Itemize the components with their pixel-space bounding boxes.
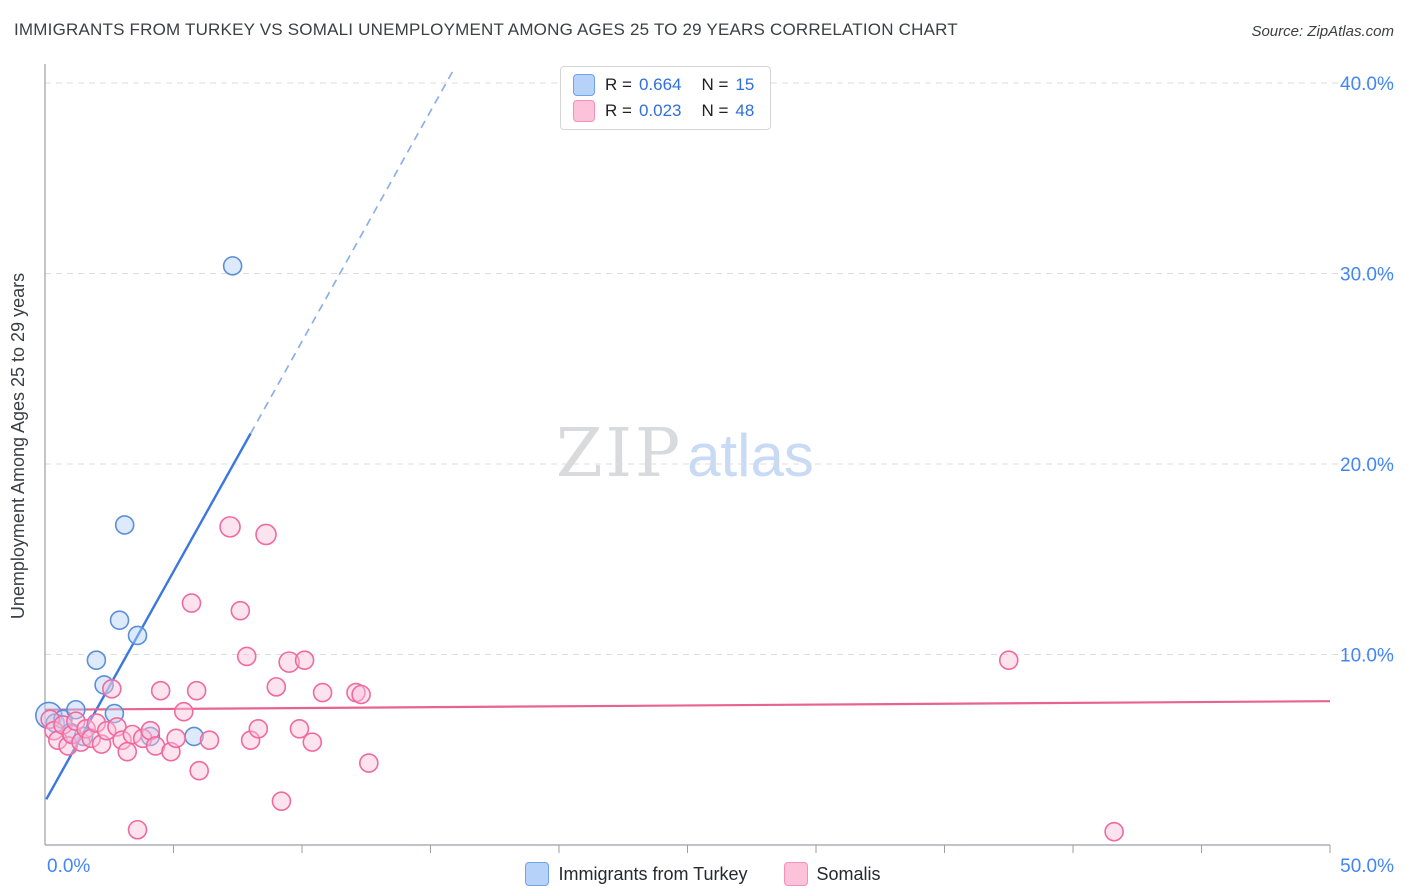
scatter-point-somali[interactable] [112, 730, 132, 751]
scatter-point-somali[interactable] [294, 650, 315, 671]
scatter-point-somali[interactable] [127, 819, 148, 840]
scatter-point-somali[interactable] [186, 680, 207, 701]
scatter-point-somali[interactable] [96, 720, 117, 741]
scatter-point-somali[interactable] [248, 718, 269, 739]
scatter-point-somali[interactable] [173, 701, 194, 722]
turkey-legend-swatch-icon [525, 862, 550, 886]
scatter-point-turkey[interactable] [86, 650, 107, 671]
scatter-point-somali[interactable] [76, 718, 96, 739]
turkey-r-label: R = [605, 75, 632, 94]
scatter-point-turkey[interactable] [222, 256, 243, 276]
scatter-point-somali[interactable] [166, 728, 186, 749]
scatter-point-turkey[interactable] [127, 625, 148, 646]
somali-swatch-icon [573, 100, 595, 122]
turkey-trendline-extension [249, 69, 455, 434]
scatter-point-somali[interactable] [150, 680, 171, 701]
scatter-point-somali[interactable] [81, 728, 102, 749]
scatter-point-somali[interactable] [219, 516, 241, 538]
page-title: IMMIGRANTS FROM TURKEY VS SOMALI UNEMPLO… [14, 20, 958, 39]
turkey-legend-label: Immigrants from Turkey [558, 863, 748, 884]
somali-n-value: 48 [735, 101, 755, 120]
x-tick-label: 50.0% [1340, 856, 1394, 877]
scatter-point-somali[interactable] [230, 600, 251, 621]
scatter-point-somali[interactable] [240, 730, 261, 751]
series-legend: Immigrants from Turkey Somalis [0, 862, 1406, 886]
somali-r-label: R = [605, 101, 632, 120]
scatter-point-somali[interactable] [181, 593, 202, 613]
correlation-legend-box: R = 0.664 N = 15 R = 0.023 N = 48 [560, 66, 772, 130]
scatter-point-somali[interactable] [66, 711, 86, 731]
scatter-point-somali[interactable] [351, 684, 371, 705]
y-tick-label: 40.0% [1340, 74, 1394, 95]
source-attribution: Source: ZipAtlas.com [1251, 23, 1394, 40]
scatter-point-somali[interactable] [189, 760, 209, 781]
somali-n-label: N = [701, 101, 729, 120]
y-tick-label: 10.0% [1340, 646, 1394, 667]
scatter-point-somali[interactable] [266, 677, 287, 697]
somali-r-value: 0.023 [638, 101, 682, 120]
scatter-point-somali[interactable] [236, 646, 257, 667]
turkey-swatch-icon [573, 74, 595, 96]
scatter-point-somali[interactable] [255, 523, 277, 546]
turkey-n-value: 15 [735, 75, 755, 94]
scatter-point-somali[interactable] [302, 732, 323, 752]
scatter-point-somali[interactable] [359, 753, 379, 773]
scatter-point-somali[interactable] [998, 650, 1019, 671]
legend-item-turkey: Immigrants from Turkey [525, 862, 748, 886]
y-tick-label: 20.0% [1340, 455, 1394, 476]
legend-row-somali: R = 0.023 N = 48 [573, 100, 754, 122]
x-tick-label: 0.0% [47, 856, 90, 877]
watermark-atlas: atlas [687, 422, 814, 489]
somali-legend-label: Somalis [816, 863, 881, 884]
scatter-point-somali[interactable] [86, 713, 107, 733]
scatter-point-turkey[interactable] [109, 610, 130, 631]
scatter-point-somali[interactable] [278, 651, 300, 673]
scatter-point-somali[interactable] [312, 682, 333, 703]
watermark-zip: ZIP [556, 414, 684, 492]
turkey-n-label: N = [701, 75, 729, 94]
scatter-point-somali[interactable] [1104, 821, 1124, 842]
legend-item-somali: Somalis [783, 862, 881, 886]
scatter-point-somali[interactable] [102, 678, 122, 699]
scatter-point-somali[interactable] [140, 720, 161, 741]
scatter-point-somali[interactable] [117, 741, 138, 762]
scatter-point-somali[interactable] [271, 791, 292, 811]
turkey-r-value: 0.664 [638, 75, 682, 94]
somali-trendline [44, 700, 1331, 711]
legend-row-turkey: R = 0.664 N = 15 [573, 74, 754, 96]
scatter-point-somali[interactable] [199, 730, 220, 751]
scatter-point-somali[interactable] [289, 718, 310, 739]
y-tick-label: 30.0% [1340, 265, 1394, 286]
zipatlas-watermark: ZIPatlas [556, 414, 814, 492]
scatter-point-turkey[interactable] [114, 515, 135, 535]
somali-legend-swatch-icon [783, 862, 808, 886]
